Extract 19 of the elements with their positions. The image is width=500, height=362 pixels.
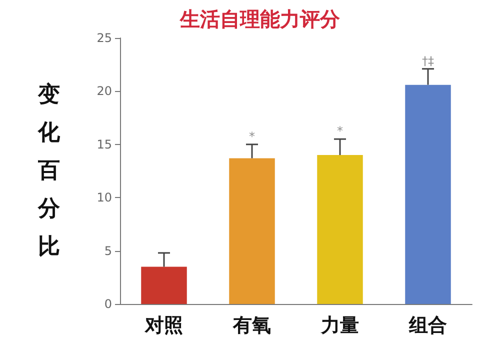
annotation: †‡ — [422, 54, 434, 68]
y-tick-label: 20 — [96, 84, 112, 98]
annotation: * — [249, 129, 255, 144]
x-tick-label: 有氧 — [232, 314, 271, 336]
bar — [141, 266, 187, 304]
x-tick-label: 组合 — [408, 314, 447, 336]
annotation: * — [337, 124, 343, 138]
x-tick-label: 对照 — [144, 314, 183, 336]
bar — [229, 158, 275, 304]
x-tick-label: 力量 — [320, 314, 359, 336]
bar — [317, 155, 363, 304]
y-tick-label: 15 — [96, 137, 112, 152]
y-tick-label: 5 — [104, 244, 112, 258]
y-tick-label: 0 — [104, 297, 112, 311]
bar — [405, 84, 451, 304]
y-axis-title: 变化百分比 — [37, 82, 61, 260]
chart-title: 生活自理能力评分 — [179, 7, 341, 31]
y-tick-label: 10 — [96, 190, 112, 205]
y-tick-label: 25 — [96, 31, 112, 45]
